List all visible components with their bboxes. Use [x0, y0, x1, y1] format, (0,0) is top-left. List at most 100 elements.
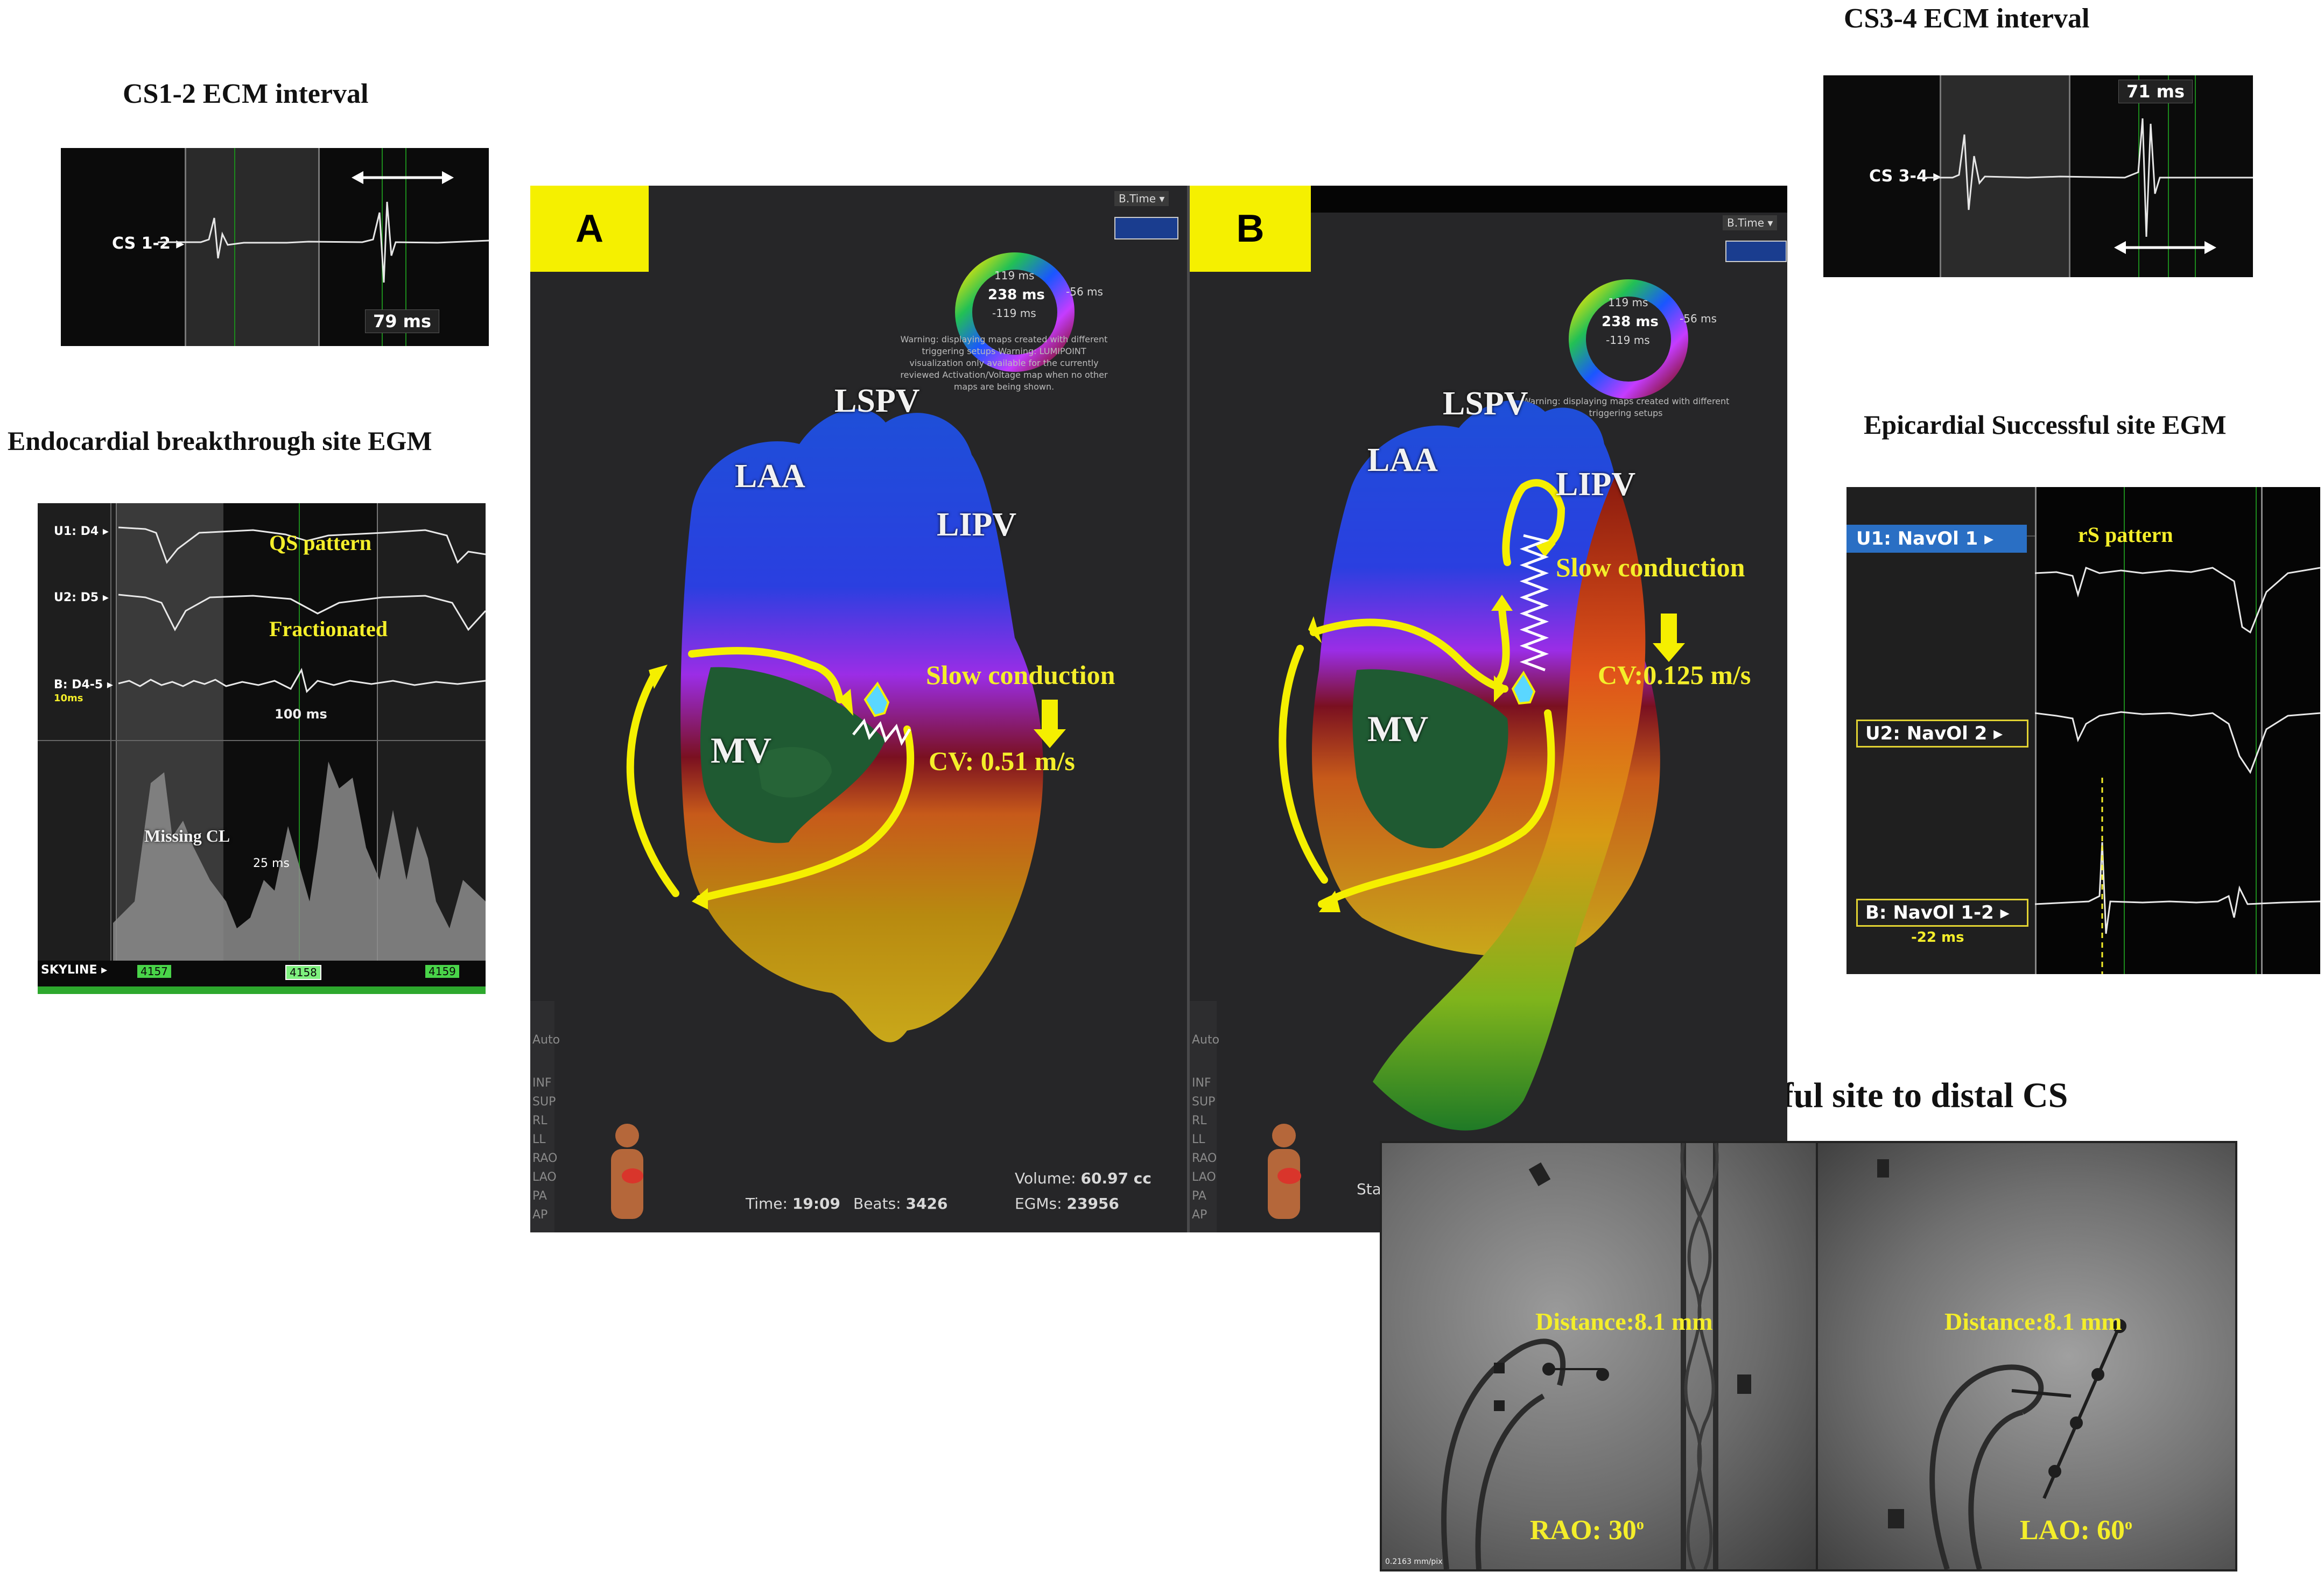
map-b-laa-label: LAA [1367, 442, 1438, 478]
cs12-waveform [158, 201, 489, 283]
map-a-ring-bot: -119 ms [992, 307, 1036, 320]
map-a-beats: Beats: 3426 [853, 1195, 948, 1213]
map-a-tool-sup[interactable]: SUP [532, 1095, 556, 1109]
endo-missing-ms: 25 ms [253, 857, 290, 870]
map-a-ring-top: 119 ms [994, 269, 1035, 282]
epi-channel-b: B: NavOl 1-2 ▸ [1856, 899, 2028, 927]
epi-channel-u1: U1: NavOl 1 ▸ [1846, 525, 2027, 553]
endo-channel-b: B: D4-5 ▸ [54, 678, 113, 692]
skyline-tick-1: 4157 [137, 965, 171, 978]
map-a-lipv-label: LIPV [937, 506, 1017, 543]
endo-waveforms [118, 526, 486, 693]
map-b-tool-auto[interactable]: Auto [1192, 1033, 1220, 1047]
map-b-tool-pa[interactable]: PA [1192, 1189, 1206, 1203]
map-a-tool-rao[interactable]: RAO [532, 1152, 558, 1165]
map-b-lipv-label: LIPV [1556, 466, 1636, 503]
map-a-tool-rl[interactable]: RL [532, 1114, 547, 1127]
map-a-lspv-label: LSPV [834, 383, 920, 419]
fluoro-lao-distance: Distance:8.1 mm [1944, 1308, 2122, 1335]
cs12-egm-panel: CS 1-2 ▸ 79 ms [61, 148, 489, 346]
cs12-channel-label: CS 1-2 ▸ [112, 234, 185, 253]
map-b-mv-label: MV [1367, 708, 1429, 749]
fluoro-rao-image: Distance:8.1 mm RAO: 30o 0.2163 mm/pix [1380, 1141, 1820, 1571]
cs12-interval-value: 79 ms [365, 309, 440, 333]
fluoro-lao-view: LAO: 60o [2020, 1515, 2132, 1546]
endo-interval-value: 100 ms [275, 707, 327, 722]
epi-channel-b-sub: -22 ms [1911, 929, 1964, 946]
map-a-conduction-arrows [626, 647, 1066, 910]
map-a-panel: A B.Time ▾ 119 ms 238 ms -119 ms -56 ms … [530, 186, 1187, 1232]
epi-channel-u2: U2: NavOl 2 ▸ [1856, 720, 2028, 748]
map-a-tool-lao[interactable]: LAO [532, 1171, 557, 1184]
caption-cs12: CS1-2 ECM interval [123, 79, 369, 109]
map-b-tool-ap[interactable]: AP [1192, 1208, 1207, 1222]
map-a-tool-ll[interactable]: LL [532, 1133, 546, 1146]
endo-fractionated-label: Fractionated [269, 617, 388, 641]
cs34-egm-panel: CS 3-4 ▸ 71 ms [1823, 75, 2253, 277]
skyline-tick-2[interactable]: 4158 [285, 965, 321, 980]
map-b-slow-label: Slow conduction [1556, 552, 1745, 582]
epi-egm-panel: U1: NavOl 1 ▸ U2: NavOl 2 ▸ B: NavOl 1-2… [1846, 487, 2320, 974]
caption-epi: Epicardial Successful site EGM [1864, 410, 2227, 440]
map-a-orientation-figure-icon [611, 1124, 643, 1219]
map-b-cv-label: CV:0.125 m/s [1598, 660, 1751, 690]
cs34-waveform [1920, 118, 2253, 237]
map-b-lspv-label: LSPV [1443, 385, 1528, 422]
map-a-lumipoint-button[interactable] [1114, 217, 1178, 239]
map-b-ring-right: -56 ms [1680, 312, 1717, 325]
map-a-cv-label: CV: 0.51 m/s [929, 746, 1075, 776]
map-a-time: Time: 19:09 [746, 1195, 841, 1213]
cs34-interval-value: 71 ms [2118, 80, 2193, 103]
skyline-tick-3: 4159 [425, 965, 459, 978]
endo-qs-label: QS pattern [269, 531, 371, 555]
fluoro-rao-distance: Distance:8.1 mm [1535, 1308, 1713, 1335]
map-a-laa-label: LAA [735, 458, 805, 495]
map-a-color-ring [955, 252, 1075, 372]
map-b-lumipoint-button[interactable] [1725, 241, 1787, 262]
map-a-btime[interactable]: B.Time ▾ [1114, 191, 1169, 206]
map-b-tag: B [1190, 186, 1311, 272]
map-a-tool-pa[interactable]: PA [532, 1189, 547, 1203]
endo-skyline-histogram [113, 762, 486, 961]
map-b-toolbar [1190, 1001, 1217, 1232]
cs34-interval-arrow [2114, 241, 2216, 254]
map-a-tag: A [530, 186, 649, 272]
endo-channel-u2: U2: D5 ▸ [54, 591, 109, 604]
map-a-mv-label: MV [711, 730, 772, 771]
endo-missing-cl-label: Missing CL [144, 826, 230, 845]
endo-egm-panel: U1: D4 ▸ U2: D5 ▸ B: D4-5 ▸ 10ms QS patt… [38, 503, 486, 994]
map-b-btime[interactable]: B.Time ▾ [1723, 215, 1778, 230]
map-b-tool-lao[interactable]: LAO [1192, 1171, 1216, 1184]
map-a-egms: EGMs: 23956 [1015, 1195, 1119, 1213]
map-b-orientation-figure-icon [1268, 1124, 1301, 1219]
epi-waveforms [2035, 566, 2320, 974]
map-b-tool-inf[interactable]: INF [1192, 1076, 1211, 1090]
epi-rs-label: rS pattern [2078, 523, 2173, 547]
map-a-ring-mid: 238 ms [988, 287, 1045, 303]
endo-channel-b-sub: 10ms [54, 693, 83, 704]
map-b-conduction-arrows [1279, 479, 1685, 912]
map-b-ring-top: 119 ms [1608, 296, 1648, 309]
caption-cs34: CS3-4 ECM interval [1844, 3, 2090, 34]
cs12-interval-arrow [352, 171, 454, 184]
cs34-channel-label: CS 3-4 ▸ [1869, 167, 1942, 186]
map-b-warning: Warning: displaying maps created with di… [1522, 396, 1730, 418]
map-b-tool-rao[interactable]: RAO [1192, 1152, 1217, 1165]
map-a-slow-label: Slow conduction [926, 660, 1115, 690]
fluoro-rao-view: RAO: 30o [1530, 1515, 1644, 1546]
map-b-footer-sta: Sta [1357, 1180, 1381, 1198]
map-a-tool-ap[interactable]: AP [532, 1208, 548, 1222]
map-b-tool-ll[interactable]: LL [1192, 1133, 1205, 1146]
endo-channel-u1: U1: D4 ▸ [54, 525, 109, 538]
caption-endo: Endocardial breakthrough site EGM [8, 426, 432, 456]
map-a-toolbar [530, 1001, 554, 1232]
map-b-panel: B B.Time ▾ 119 ms 238 ms -119 ms -56 ms … [1190, 186, 1787, 1232]
map-b-ring-mid: 238 ms [1602, 314, 1659, 330]
map-a-tool-inf[interactable]: INF [532, 1076, 552, 1090]
map-b-tool-sup[interactable]: SUP [1192, 1095, 1216, 1109]
skyline-label: SKYLINE ▸ [41, 963, 108, 977]
map-b-tool-rl[interactable]: RL [1192, 1114, 1207, 1127]
map-b-color-ring [1569, 279, 1688, 399]
fluoro-lao-image: Distance:8.1 mm LAO: 60o [1816, 1141, 2237, 1571]
map-a-tool-auto[interactable]: Auto [532, 1033, 560, 1047]
